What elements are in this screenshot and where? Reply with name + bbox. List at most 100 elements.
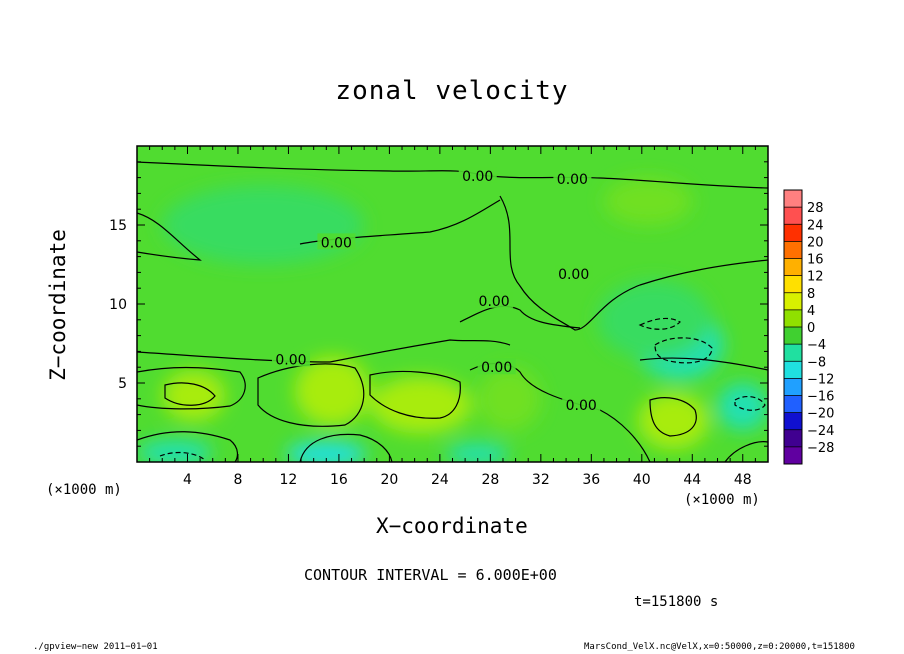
colorbar-label: −16 (807, 390, 834, 405)
field-blob (294, 356, 371, 426)
y-tick-label: 10 (109, 297, 127, 313)
colorbar-swatch (784, 378, 802, 396)
x-tick-label: 28 (481, 472, 499, 488)
colorbar-label: −28 (807, 441, 834, 456)
contour-line (369, 370, 461, 419)
contour-label: 0.00 (275, 352, 306, 368)
x-tick-label: 12 (280, 472, 298, 488)
x-tick-label: 24 (431, 472, 449, 488)
colorbar-swatch (784, 309, 802, 328)
contour-label: 0.00 (566, 398, 597, 414)
contour-line (137, 431, 238, 462)
contour-line (639, 357, 768, 371)
colorbar-label: 4 (807, 304, 815, 319)
x-tick-label: 8 (233, 472, 242, 488)
contour-line (137, 366, 246, 410)
contour-label: 0.00 (479, 294, 510, 310)
field-blob (446, 443, 510, 462)
colorbar-label: 28 (807, 201, 824, 216)
x-tick-label: 4 (183, 472, 192, 488)
y-tick-label: 5 (118, 376, 127, 392)
y-axis-label: Z−coordinate (46, 229, 70, 381)
contour-label-bg (271, 350, 310, 367)
field-blob (370, 376, 472, 434)
colorbar-swatch (784, 446, 802, 465)
colorbar-label: 8 (807, 287, 815, 302)
x-tick-label: 16 (330, 472, 348, 488)
colorbar-swatch (784, 224, 802, 242)
plot-area: 0.00 0.000.000.000.000.00 0.000.00 4 8 12 16 2… (109, 145, 769, 488)
contour-label-bg (554, 264, 593, 281)
contour-line-negative (638, 317, 681, 330)
colorbar-swatch (784, 344, 802, 362)
colorbar-label: −4 (807, 338, 826, 353)
x-tick-label: 40 (633, 472, 651, 488)
colorbar-swatch (784, 258, 802, 276)
x-tick-label: 32 (532, 472, 550, 488)
contour-label-bg (317, 233, 356, 250)
colorbar-swatch (784, 190, 802, 208)
contour-line-negative (159, 451, 206, 461)
colorbar-label: 12 (807, 270, 824, 285)
footer-right: MarsCond_VelX.nc@VelX,x=0:50000,z=0:2000… (584, 642, 855, 652)
chart-title: zonal velocity (335, 76, 569, 106)
field-blob (603, 177, 693, 225)
field-blob (162, 185, 365, 265)
contour-label-bg (553, 170, 592, 187)
colorbar-swatch (784, 275, 802, 294)
contour-label-bg (562, 396, 601, 413)
x-axis-label: X−coordinate (376, 514, 528, 538)
x-tick-label: 36 (582, 472, 600, 488)
field-blob (717, 383, 768, 431)
contour-line-negative (734, 395, 766, 411)
colorbar-swatch (784, 412, 802, 431)
x-tick-label: 20 (380, 472, 398, 488)
colorbar-label: 16 (807, 253, 824, 268)
contour-line (137, 212, 202, 261)
colorbar-label: 20 (807, 235, 824, 250)
contour-line (164, 382, 216, 406)
colorbar-swatch (784, 292, 802, 311)
colorbar: 28 24 20 16 12 8 4 0 −4 −8 −12 −16 −20 −24 −28 (783, 189, 834, 465)
contour-label-bg (458, 167, 497, 184)
footer-left: ./gpview−new 2011−01−01 (33, 642, 158, 652)
colorbar-swatch (784, 207, 802, 225)
contour-label: 0.00 (557, 172, 588, 188)
contour-label: 0.00 (558, 267, 589, 283)
field-blob (477, 367, 541, 431)
colorbar-label: −12 (807, 372, 834, 387)
contour-line-negative (654, 337, 713, 364)
colorbar-swatch (784, 361, 802, 379)
contour-label-bg (475, 291, 514, 308)
x-unit-right: (×1000 m) (684, 492, 760, 508)
contour-line (499, 195, 768, 331)
colorbar-label: −8 (807, 355, 826, 370)
colorbar-swatch (784, 241, 802, 259)
field-blob (137, 439, 213, 462)
colorbar-swatch (784, 395, 802, 413)
contour-label: 0.00 (481, 360, 512, 376)
contour-line (459, 305, 581, 329)
x-tick-label: 48 (734, 472, 752, 488)
contour-line (299, 433, 393, 462)
x-unit-left: (×1000 m) (46, 482, 122, 498)
contour-line (649, 397, 697, 437)
colorbar-swatch (784, 327, 802, 345)
colorbar-label: −20 (807, 407, 834, 422)
field-blob (285, 441, 367, 462)
contour-line (137, 339, 511, 363)
contour-interval-label: CONTOUR INTERVAL = 6.000E+00 (304, 566, 557, 584)
x-tick-label: 44 (683, 472, 701, 488)
y-tick-label: 15 (109, 218, 127, 234)
field-blob (162, 370, 226, 421)
field-blob (638, 392, 709, 450)
contour-label: 0.00 (462, 169, 493, 185)
contour-label: 0.00 (321, 235, 352, 251)
field-blob (597, 280, 712, 360)
contour-label-bg (477, 358, 516, 375)
colorbar-label: −24 (807, 424, 834, 439)
colorbar-label: 0 (807, 321, 815, 336)
time-label: t=151800 s (634, 594, 719, 610)
colorbar-swatch (784, 429, 802, 448)
